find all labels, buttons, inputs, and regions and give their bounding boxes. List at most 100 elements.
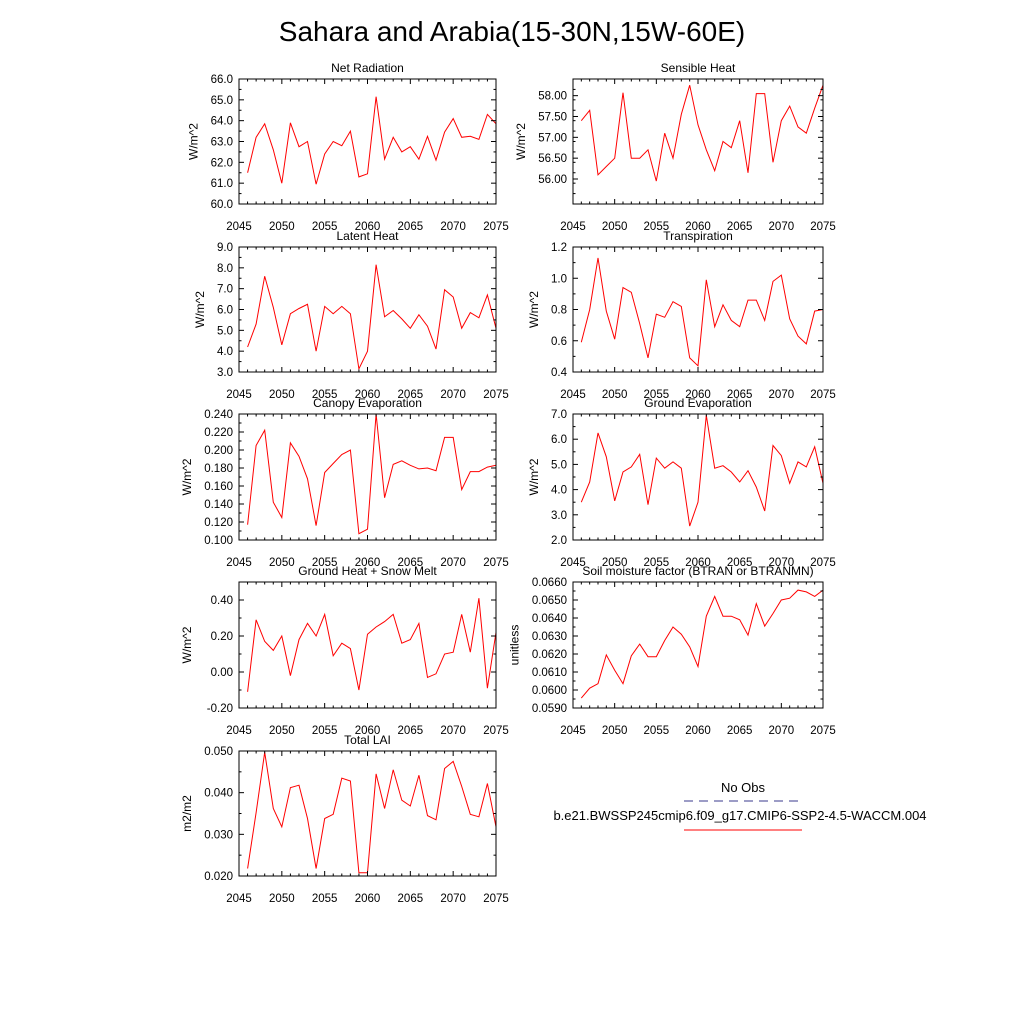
chart-panel: 2045 2050 2055 2060 2065 2070 2075 0.100 0.120 0.… — [180, 396, 509, 569]
panel-title: Latent Heat — [336, 229, 399, 243]
plot-frame — [572, 246, 824, 373]
x-tick-label: 2055 — [644, 557, 670, 569]
y-axis-label: W/m^2 — [186, 123, 200, 160]
x-tick-label: 2045 — [560, 389, 586, 401]
y-axis-label: m2/m2 — [180, 795, 194, 832]
legend-model-label: b.e21.BWSSP245cmip6.f09_g17.CMIP6-SSP2-4… — [553, 808, 926, 823]
y-tick-label: 0.240 — [204, 409, 233, 421]
x-tick-label: 2075 — [483, 557, 509, 569]
legend-obs-label: No Obs — [721, 780, 766, 795]
y-tick-label: 0.0600 — [532, 685, 567, 697]
y-tick-label: 57.00 — [538, 132, 567, 144]
y-tick-label: 0.050 — [204, 746, 233, 758]
y-tick-label: 0.100 — [204, 535, 233, 547]
y-tick-label: 0.4 — [551, 367, 568, 379]
x-tick-label: 2060 — [355, 557, 381, 569]
series-line — [580, 257, 823, 367]
x-tick-label: 2060 — [355, 389, 381, 401]
y-tick-label: 4.0 — [551, 485, 567, 497]
y-tick-label: 8.0 — [217, 263, 233, 275]
y-tick-label: 61.0 — [211, 178, 233, 190]
plot-frame — [238, 413, 497, 541]
y-axis-label: unitless — [508, 625, 522, 666]
x-tick-label: 2050 — [602, 221, 628, 233]
chart-panel: 2045 2050 2055 2060 2065 2070 2075 60.0 61.0 62.0… — [186, 61, 508, 233]
y-axis-label: W/m^2 — [527, 458, 541, 495]
panel-title: Total LAI — [344, 733, 391, 747]
y-tick-label: 0.220 — [204, 427, 233, 439]
x-tick-label: 2075 — [810, 725, 836, 737]
x-tick-label: 2060 — [355, 221, 381, 233]
chart-panel: 2045 2050 2055 2060 2065 2070 2075 0.020 0.030 0.… — [180, 733, 509, 905]
series-line — [247, 414, 496, 535]
y-tick-label: 6.0 — [217, 305, 233, 317]
x-tick-label: 2075 — [810, 557, 836, 569]
x-tick-label: 2045 — [226, 725, 252, 737]
x-tick-label: 2045 — [560, 557, 586, 569]
plot-frame — [238, 246, 497, 373]
x-tick-label: 2065 — [727, 221, 753, 233]
y-tick-label: 0.0660 — [532, 577, 567, 589]
x-tick-label: 2060 — [685, 725, 711, 737]
x-tick-label: 2075 — [483, 389, 509, 401]
x-tick-label: 2065 — [398, 221, 424, 233]
x-tick-label: 2070 — [440, 557, 466, 569]
x-tick-label: 2055 — [312, 725, 338, 737]
y-tick-label: 0.040 — [204, 788, 233, 800]
x-tick-label: 2045 — [226, 557, 252, 569]
y-tick-label: 62.0 — [211, 157, 233, 169]
x-tick-label: 2050 — [269, 893, 295, 905]
y-tick-label: 60.0 — [211, 199, 233, 211]
y-tick-label: 0.8 — [551, 305, 567, 317]
x-tick-label: 2050 — [602, 557, 628, 569]
x-tick-label: 2065 — [398, 893, 424, 905]
series-line — [580, 415, 823, 527]
y-tick-label: 7.0 — [551, 409, 567, 421]
series-line — [247, 96, 496, 185]
panel-title: Canopy Evaporation — [313, 396, 422, 410]
x-tick-label: 2065 — [398, 725, 424, 737]
x-tick-label: 2045 — [226, 389, 252, 401]
x-tick-label: 2055 — [644, 221, 670, 233]
x-tick-label: 2050 — [269, 389, 295, 401]
y-tick-label: 58.00 — [538, 91, 567, 103]
y-tick-label: 63.0 — [211, 137, 233, 149]
panel-title: Net Radiation — [331, 61, 404, 75]
y-tick-label: 0.0640 — [532, 613, 567, 625]
y-tick-label: 0.160 — [204, 481, 233, 493]
y-axis-label: W/m^2 — [180, 626, 194, 663]
y-tick-label: 0.0650 — [532, 595, 567, 607]
y-tick-label: 0.030 — [204, 829, 233, 841]
y-tick-label: 4.0 — [217, 346, 233, 358]
series-line — [580, 589, 823, 699]
x-tick-label: 2045 — [226, 221, 252, 233]
x-tick-label: 2070 — [440, 221, 466, 233]
plot-frame — [238, 78, 497, 205]
x-tick-label: 2070 — [769, 725, 795, 737]
panel-title: Soil moisture factor (BTRAN or BTRANMN) — [582, 564, 813, 578]
y-tick-label: 5.0 — [551, 459, 567, 471]
y-tick-label: 6.0 — [551, 434, 567, 446]
x-tick-label: 2060 — [355, 893, 381, 905]
x-tick-label: 2070 — [769, 389, 795, 401]
x-tick-label: 2075 — [810, 389, 836, 401]
y-tick-label: 56.50 — [538, 153, 567, 165]
x-tick-label: 2055 — [312, 893, 338, 905]
x-tick-label: 2070 — [440, 893, 466, 905]
x-tick-label: 2055 — [644, 389, 670, 401]
y-tick-label: 2.0 — [551, 535, 567, 547]
y-tick-label: 0.200 — [204, 445, 233, 457]
y-tick-label: 0.0610 — [532, 667, 567, 679]
x-tick-label: 2045 — [560, 221, 586, 233]
x-tick-label: 2065 — [727, 389, 753, 401]
y-tick-label: 0.20 — [211, 631, 233, 643]
x-tick-label: 2075 — [810, 221, 836, 233]
y-tick-label: 1.0 — [551, 273, 567, 285]
x-tick-label: 2065 — [398, 557, 424, 569]
panels-group: 2045 2050 2055 2060 2065 2070 2075 60.0 61.0 62.0… — [180, 61, 836, 905]
x-tick-label: 2070 — [769, 557, 795, 569]
x-tick-label: 2065 — [398, 389, 424, 401]
panel-title: Ground Evaporation — [644, 396, 751, 410]
y-tick-label: 0.0590 — [532, 703, 567, 715]
